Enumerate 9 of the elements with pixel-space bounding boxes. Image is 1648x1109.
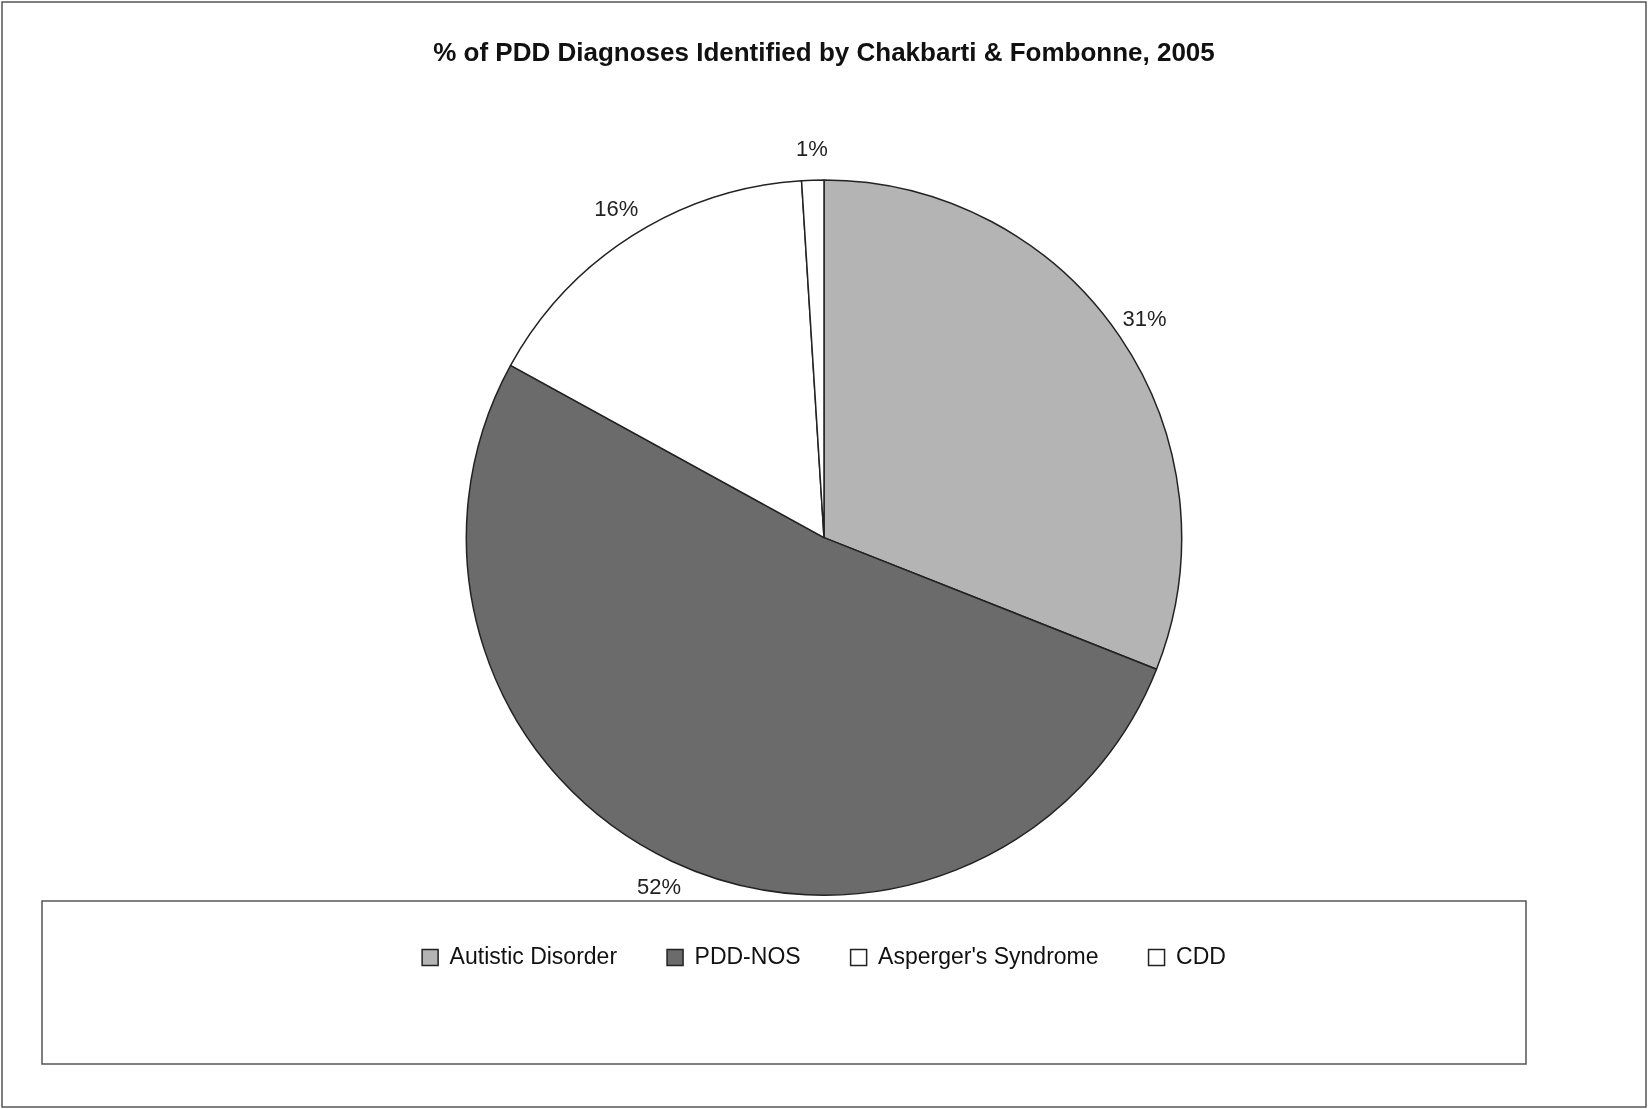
- legend-label: Asperger's Syndrome: [878, 942, 1099, 969]
- data-label: 1%: [795, 136, 828, 162]
- legend-label: PDD-NOS: [694, 942, 801, 969]
- legend-label: CDD: [1176, 942, 1226, 969]
- data-label: 52%: [636, 874, 681, 900]
- data-label: 16%: [594, 196, 639, 222]
- chart-title: % of PDD Diagnoses Identified by Chakbarti & Fombonne, 2005: [433, 36, 1215, 67]
- data-label: 31%: [1122, 305, 1167, 331]
- legend-label: Autistic Disorder: [449, 942, 618, 969]
